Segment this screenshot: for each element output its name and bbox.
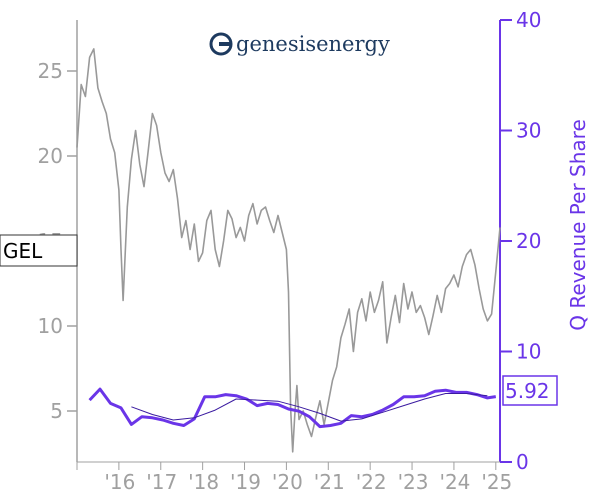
x-tick-label: '16 (104, 470, 135, 494)
series-line-2 (131, 393, 488, 422)
right-axis-title: Q Revenue Per Share (566, 119, 590, 331)
ticker-label-box: GEL (0, 234, 78, 267)
right-tick-label: 30 (516, 119, 541, 143)
x-tick-label: '23 (398, 470, 429, 494)
series-line-1 (88, 387, 497, 429)
x-tick-label: '19 (230, 470, 261, 494)
series-line-0 (76, 48, 501, 453)
left-tick-label: 25 (38, 59, 63, 83)
right-tick-label: 20 (516, 229, 541, 253)
left-tick-label: 10 (38, 314, 63, 338)
x-tick-label: '17 (146, 470, 177, 494)
left-tick-label: 20 (38, 144, 63, 168)
right-tick-label: 0 (516, 450, 529, 474)
right-tick-label: 40 (516, 8, 541, 32)
last-value-box: 5.92 (502, 375, 558, 406)
series-layer (76, 48, 501, 453)
x-tick-label: '22 (356, 470, 387, 494)
x-tick-label: '20 (272, 470, 303, 494)
x-axis-ticks: '16 '17 '18 '19 '20 '21 '22 '23 '24 '25 (76, 462, 512, 494)
x-tick-label: '18 (188, 470, 219, 494)
left-tick-label: 5 (50, 399, 63, 423)
right-axis-ticks: 0 10 20 30 40 (500, 8, 541, 474)
x-tick-label: '21 (314, 470, 345, 494)
last-value-label: 5.92 (505, 379, 550, 403)
logo-bar (219, 42, 231, 46)
company-logo: genesisenergy (209, 32, 390, 56)
x-tick-label: '24 (439, 470, 470, 494)
logo-text: genesisenergy (236, 32, 390, 56)
x-tick-label: '25 (481, 470, 512, 494)
ticker-label: GEL (3, 239, 43, 263)
right-tick-label: 10 (516, 340, 541, 364)
